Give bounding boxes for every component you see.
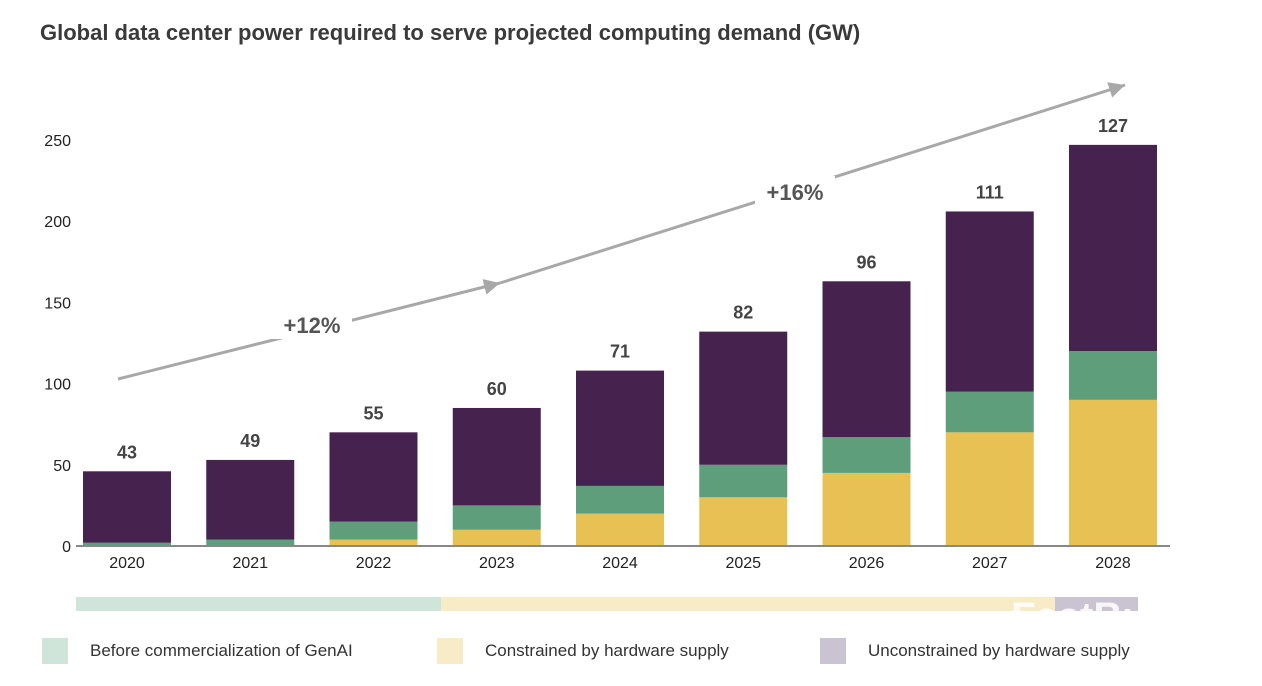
annotation-bg: [272, 309, 352, 339]
y-tick-label: 0: [62, 539, 71, 556]
data-label: 111: [976, 182, 1004, 202]
y-tick-label: 200: [44, 214, 71, 231]
bar-segment-2023-0: [452, 529, 541, 546]
legend-item: Unconstrained by hardware supply: [820, 638, 1130, 664]
y-tick-label: 250: [44, 133, 71, 150]
x-tick-label: 2027: [972, 555, 1008, 572]
legend-label: Before commercialization of GenAI: [90, 641, 353, 660]
bar-segment-2028-0: [1069, 399, 1157, 546]
data-label: 43: [117, 442, 137, 462]
bar-segment-2026-1: [822, 437, 911, 473]
y-tick-label: 150: [44, 295, 71, 312]
bar-segment-2021-2: [206, 459, 295, 540]
bar-segment-2025-1: [699, 464, 788, 498]
bar-segment-2027-0: [945, 432, 1034, 546]
legend-swatch: [42, 638, 68, 664]
bar-segment-2020-2: [83, 471, 171, 543]
bar-segment-2028-2: [1069, 144, 1157, 352]
bar-segment-2023-2: [452, 407, 541, 506]
data-label: 60: [487, 379, 507, 399]
growth-annotation: +12%: [284, 313, 341, 338]
data-label: 127: [1098, 116, 1128, 136]
data-label: 71: [610, 342, 630, 362]
period-band-0: [76, 597, 441, 611]
annotation-bg: [755, 176, 835, 206]
arrow-head-icon: [1107, 82, 1125, 98]
legend-item: Before commercialization of GenAI: [42, 638, 353, 664]
bar-segment-2025-2: [699, 331, 788, 465]
bar-segment-2021-1: [206, 539, 295, 546]
bar-segment-2022-0: [329, 539, 418, 546]
x-tick-label: 2020: [109, 555, 145, 572]
legend-item: Constrained by hardware supply: [437, 638, 729, 664]
data-label: 96: [856, 252, 876, 272]
data-label: 82: [733, 303, 753, 323]
x-tick-label: 2024: [602, 555, 638, 572]
x-tick-label: 2028: [1095, 555, 1131, 572]
bar-segment-2026-0: [822, 472, 911, 546]
x-tick-label: 2026: [849, 555, 885, 572]
x-tick-label: 2023: [479, 555, 515, 572]
bar-segment-2020-1: [83, 542, 171, 546]
data-label: 55: [363, 403, 383, 423]
growth-annotation: +16%: [767, 180, 824, 205]
bar-segment-2024-0: [576, 513, 664, 546]
bar-segment-2022-2: [329, 432, 418, 522]
arrow-head-icon: [482, 279, 500, 295]
bar-segment-2023-1: [452, 505, 541, 530]
legend-label: Constrained by hardware supply: [485, 641, 729, 660]
bar-segment-2025-0: [699, 497, 788, 546]
bar-segment-2027-1: [945, 391, 1034, 433]
x-tick-label: 2022: [356, 555, 392, 572]
x-tick-label: 2021: [232, 555, 268, 572]
watermark-logo: FastBull: [1011, 595, 1169, 639]
bar-segment-2022-1: [329, 521, 418, 540]
bar-segment-2024-2: [576, 370, 664, 486]
period-band-2: [1055, 597, 1138, 611]
y-tick-label: 100: [44, 377, 71, 394]
x-tick-label: 2025: [725, 555, 761, 572]
legend-swatch: [437, 638, 463, 664]
bar-segment-2028-1: [1069, 351, 1157, 400]
bar-segment-2027-2: [945, 211, 1034, 392]
bar-segment-2026-2: [822, 281, 911, 438]
legend-swatch: [820, 638, 846, 664]
legend-label: Unconstrained by hardware supply: [868, 641, 1130, 660]
bar-segment-2024-1: [576, 485, 664, 514]
period-band-1: [441, 597, 1055, 611]
chart-title: Global data center power required to ser…: [40, 20, 861, 45]
data-label: 49: [240, 431, 260, 451]
y-tick-label: 50: [53, 458, 71, 475]
